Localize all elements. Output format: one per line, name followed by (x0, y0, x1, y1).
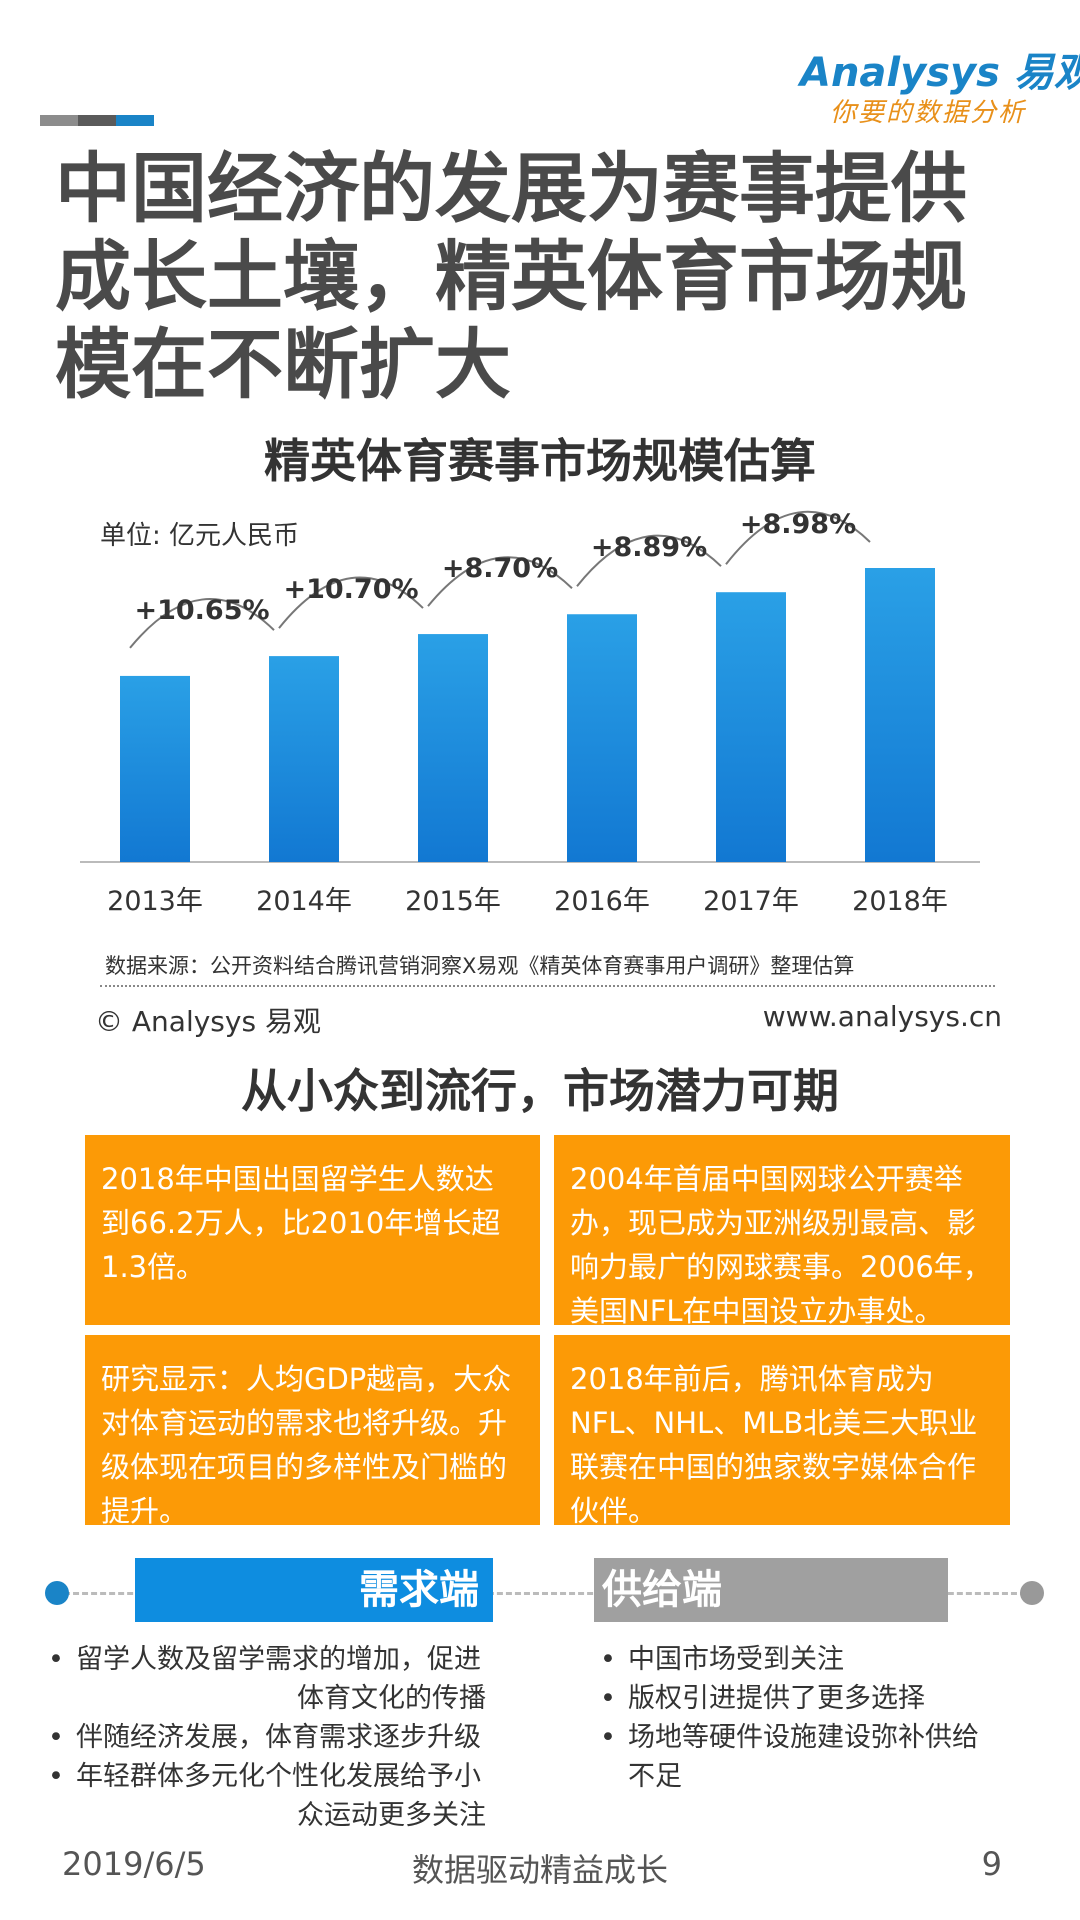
growth-arc (725, 510, 871, 565)
bar-2016年 (567, 614, 637, 862)
bar-2013年 (120, 675, 190, 862)
demand-item-text: 众运动更多关注 (297, 1800, 486, 1831)
demand-list: 留学人数及留学需求的增加，促进 体育文化的传播 伴随经济发展，体育需求逐步升级 … (48, 1640, 486, 1835)
growth-arc (427, 556, 573, 607)
supply-list: 中国市场受到关注 版权引进提供了更多选择 场地等硬件设施建设弥补供给 不足 (600, 1640, 1020, 1796)
accent-seg-dark (78, 115, 116, 126)
chart-source: 数据来源：公开资料结合腾讯营销洞察X易观《精英体育赛事用户调研》整理估算 (105, 954, 855, 978)
card-gdp-research: 研究显示：人均GDP越高，大众对体育运动的需求也将升级。升级体现在项目的多样性及… (85, 1335, 540, 1528)
timeline-dot-right (1020, 1581, 1044, 1605)
divider (100, 985, 995, 987)
supply-item: 版权引进提供了更多选择 (600, 1679, 1020, 1718)
section-title: 从小众到流行，市场潜力可期 (241, 1064, 839, 1118)
brand-tagline: 你要的数据分析 (830, 98, 1027, 128)
supply-item-continued: 不足 (600, 1757, 1020, 1796)
demand-tag: 需求端 (135, 1558, 493, 1622)
page-number: 9 (981, 1845, 1002, 1883)
website-link[interactable]: www.analysys.cn (762, 1000, 1002, 1033)
bar-chart: +10.65% +10.70% +8.70% +8.89% +8.98% 2013年 20… (80, 509, 980, 917)
growth-arc (129, 598, 275, 649)
supply-item-text: 不足 (628, 1761, 682, 1792)
supply-item: 中国市场受到关注 (600, 1640, 1020, 1679)
bar-2014年 (269, 656, 339, 862)
page-title: 中国经济的发展为赛事提供成长土壤，精英体育市场规模在不断扩大 (55, 144, 967, 409)
demand-item-continued: 众运动更多关注 (48, 1796, 486, 1835)
x-tick-label: 2018年 (852, 886, 948, 917)
x-tick-label: 2016年 (554, 886, 650, 917)
copyright: © Analysys 易观 (95, 1005, 321, 1038)
growth-label: +8.98% (740, 509, 856, 540)
demand-item: 留学人数及留学需求的增加，促进 (48, 1640, 486, 1679)
bar-2018年 (865, 568, 935, 862)
brand-logo: Analysys 易观 (800, 50, 1080, 96)
growth-label: +8.89% (591, 532, 707, 563)
card-tencent-sports: 2018年前后，腾讯体育成为NFL、NHL、MLB北美三大职业联赛在中国的独家数… (554, 1335, 1010, 1528)
growth-label: +10.65% (134, 595, 269, 626)
card-tennis-open: 2004年首届中国网球公开赛举办，现已成为亚洲级别最高、影响力最广的网球赛事。2… (554, 1135, 1010, 1328)
demand-item-continued: 体育文化的传播 (48, 1679, 486, 1718)
growth-label: +8.70% (442, 553, 558, 584)
supply-tag: 供给端 (594, 1558, 948, 1622)
timeline-dot-left (45, 1581, 69, 1605)
accent-seg-blue (116, 115, 154, 126)
demand-item: 伴随经济发展，体育需求逐步升级 (48, 1718, 486, 1757)
growth-label: +10.70% (283, 574, 418, 605)
supply-item: 场地等硬件设施建设弥补供给 (600, 1718, 1020, 1757)
accent-seg-gray (40, 115, 78, 126)
x-tick-label: 2013年 (107, 886, 203, 917)
x-tick-label: 2015年 (405, 886, 501, 917)
bar-2015年 (418, 634, 488, 862)
accent-bar (40, 115, 154, 126)
demand-item: 年轻群体多元化个性化发展给予小 (48, 1757, 486, 1796)
footer-date: 2019/6/5 (62, 1845, 206, 1883)
chart-title: 精英体育赛事市场规模估算 (264, 434, 816, 488)
demand-item-text: 体育文化的传播 (297, 1683, 486, 1714)
growth-arc (576, 534, 722, 587)
bar-2017年 (716, 592, 786, 862)
x-tick-label: 2014年 (256, 886, 352, 917)
card-study-abroad: 2018年中国出国留学生人数达到66.2万人，比2010年增长超1.3倍。 (85, 1135, 540, 1325)
growth-arc (278, 576, 424, 629)
footer-slogan: 数据驱动精益成长 (411, 1851, 668, 1889)
chart-unit: 单位: 亿元人民币 (100, 521, 300, 551)
timeline-line (55, 1592, 1035, 1595)
x-tick-label: 2017年 (703, 886, 799, 917)
